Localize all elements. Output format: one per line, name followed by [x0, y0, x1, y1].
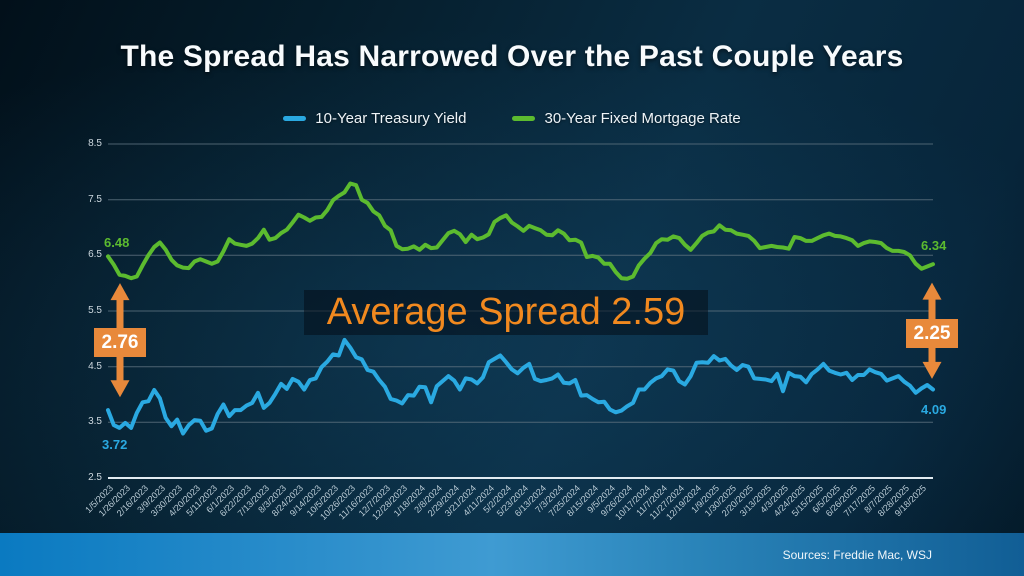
- treasury-line-swatch-icon: [283, 116, 307, 121]
- y-axis-tick-label: 5.5: [88, 305, 102, 316]
- y-axis-tick-label: 6.5: [88, 249, 102, 261]
- source-text: Sources: Freddie Mac, WSJ: [782, 547, 932, 562]
- page-title: The Spread Has Narrowed Over the Past Co…: [120, 40, 904, 73]
- y-axis-tick-label: 8.5: [88, 138, 102, 149]
- spread-arrow-right-down-icon: [922, 361, 942, 379]
- y-axis-tick-label: 4.5: [88, 360, 102, 372]
- treasury-yield-line: [106, 337, 935, 436]
- legend-label-mortgage: 30-Year Fixed Mortgage Rate: [544, 110, 741, 127]
- y-axis-tick-label: 3.5: [88, 416, 102, 428]
- spread-badge-right: 2.25: [906, 318, 958, 348]
- mortgage-rate-line: [106, 181, 935, 281]
- mortgage-line-swatch-icon: [512, 116, 536, 121]
- average-spread-text: Average Spread 2.59: [326, 291, 686, 333]
- spread-arrow-left-down-icon: [110, 380, 130, 398]
- legend-item-treasury: 10-Year Treasury Yield: [283, 110, 466, 127]
- spread-badge-left: 2.76: [94, 328, 146, 358]
- y-axis-tick-label: 2.5: [88, 472, 102, 483]
- legend-item-mortgage: 30-Year Fixed Mortgage Rate: [512, 110, 741, 127]
- treasury-end-value-label: 4.09: [921, 402, 947, 418]
- treasury-start-value-label: 3.72: [102, 437, 128, 453]
- spread-arrow-left-up-icon: [110, 283, 130, 301]
- average-spread-annotation: Average Spread 2.59: [304, 290, 708, 335]
- legend-label-treasury: 10-Year Treasury Yield: [315, 110, 467, 127]
- spread-arrow-right-up-icon: [922, 282, 942, 300]
- mortgage-end-value-label: 6.34: [921, 238, 947, 254]
- footer-bar: Sources: Freddie Mac, WSJ: [0, 533, 1024, 576]
- y-axis-tick-label: 7.5: [88, 193, 102, 205]
- mortgage-start-value-label: 6.48: [104, 235, 130, 251]
- legend: 10-Year Treasury Yield 30-Year Fixed Mor…: [0, 110, 1024, 127]
